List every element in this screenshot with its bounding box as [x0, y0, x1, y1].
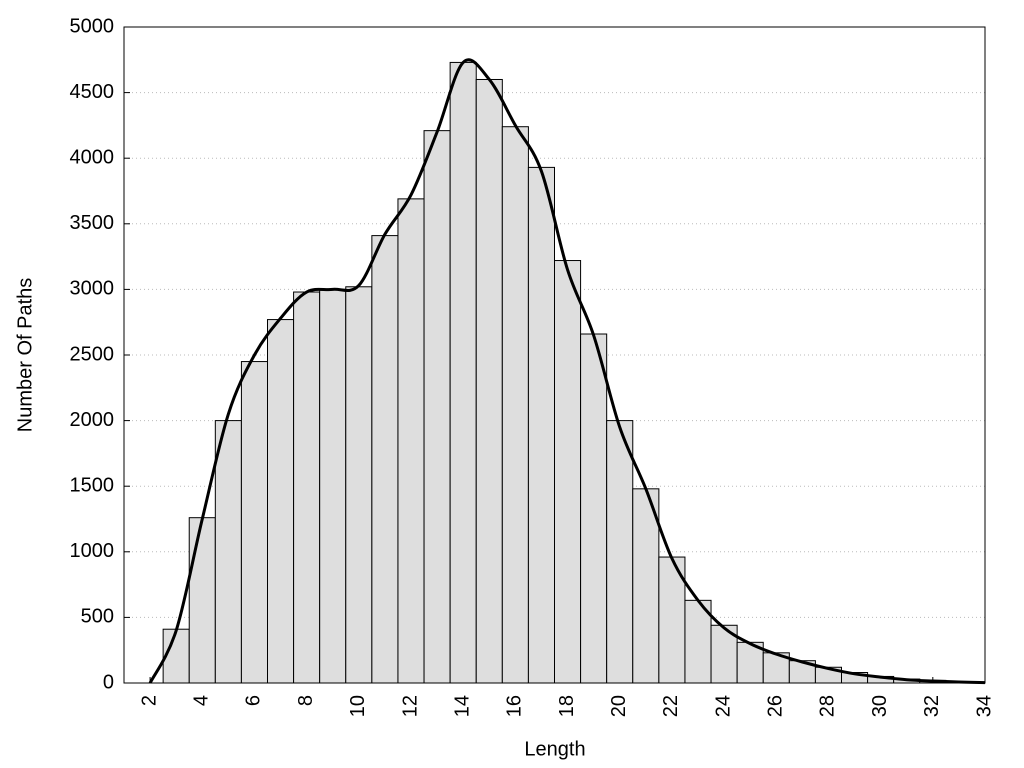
bar: [214, 420, 242, 684]
curve: [148, 58, 986, 685]
bar: [267, 319, 295, 684]
y-tick-label: 4500: [70, 81, 115, 103]
y-tick-label: 500: [81, 606, 114, 628]
bar: [580, 333, 608, 684]
y-tick-label: 3500: [70, 212, 115, 234]
y-tick-label: 5000: [70, 15, 115, 37]
bar: [162, 628, 190, 684]
bar: [293, 291, 321, 684]
bar: [423, 130, 451, 684]
plot-frame: [123, 26, 986, 684]
x-tick-label: 14: [451, 695, 473, 717]
x-tick-label: 18: [556, 695, 578, 717]
bar: [240, 361, 268, 684]
x-tick-label: 32: [921, 695, 943, 717]
y-tick-label: 1500: [70, 474, 115, 496]
x-axis-label: Length: [524, 738, 585, 760]
y-tick-label: 2000: [70, 409, 115, 431]
x-tick-label: 2: [138, 695, 160, 706]
bar: [449, 61, 477, 684]
bar: [475, 78, 503, 684]
bar: [371, 235, 399, 684]
x-tick-label: 4: [191, 695, 213, 706]
bar: [606, 420, 634, 684]
x-tick-label: 26: [765, 695, 787, 717]
bar: [319, 288, 347, 684]
x-tick-label: 34: [973, 695, 995, 717]
x-tick-label: 8: [295, 695, 317, 706]
y-tick-label: 3000: [70, 278, 115, 300]
bar: [188, 517, 216, 684]
bar: [397, 198, 425, 684]
x-tick-label: 24: [712, 695, 734, 717]
y-axis-label: Number Of Paths: [14, 278, 36, 433]
y-tick-label: 0: [103, 671, 114, 693]
x-tick-label: 20: [608, 695, 630, 717]
y-tick-label: 2500: [70, 343, 115, 365]
y-tick-label: 1000: [70, 540, 115, 562]
y-tick-label: 4000: [70, 146, 115, 168]
x-tick-label: 22: [660, 695, 682, 717]
x-tick-label: 10: [347, 695, 369, 717]
x-tick-label: 12: [399, 695, 421, 717]
x-tick-label: 6: [243, 695, 265, 706]
x-tick-label: 28: [817, 695, 839, 717]
x-tick-label: 16: [504, 695, 526, 717]
bar: [527, 166, 556, 684]
bar: [345, 286, 373, 684]
x-tick-label: 30: [869, 695, 891, 717]
bar: [501, 126, 529, 684]
bar: [554, 260, 582, 684]
